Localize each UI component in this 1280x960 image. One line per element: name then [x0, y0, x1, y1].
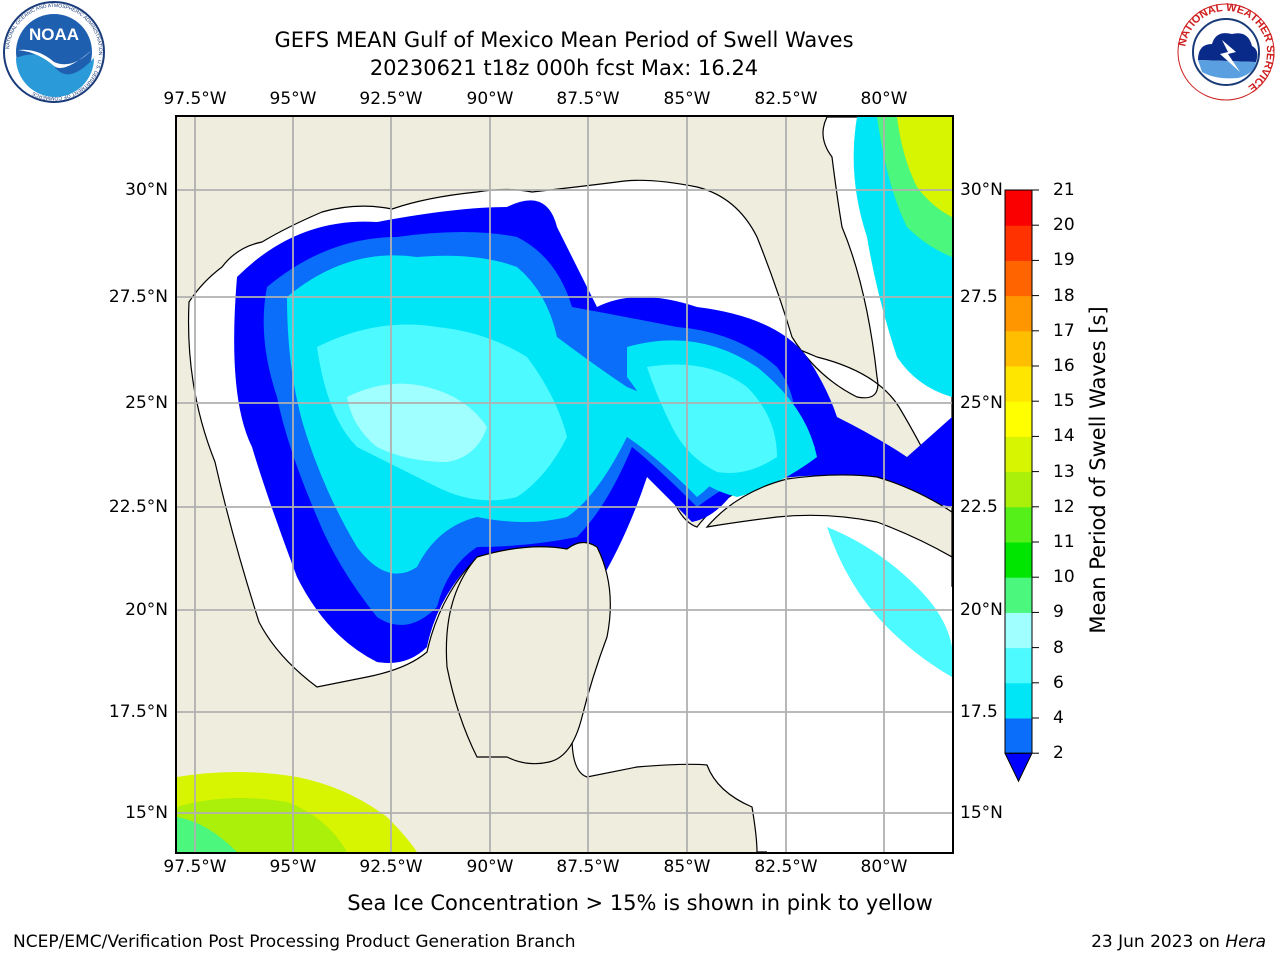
map-panel — [175, 115, 954, 854]
nws-logo: NATIONAL WEATHER SERVICE — [1176, 2, 1276, 101]
yucatan-land — [445, 541, 611, 765]
lon-label-bottom: 95°W — [269, 857, 317, 877]
footer-date: 23 Jun 2023 on Hera — [1091, 932, 1266, 952]
sea-ice-note: Sea Ice Concentration > 15% is shown in … — [347, 891, 933, 915]
lon-label-bottom: 97.5°W — [163, 857, 227, 877]
colorbar-tick-label: 13 — [1053, 461, 1075, 482]
lat-label-right: 15°N — [960, 803, 1003, 823]
lat-label-left: 27.5°N — [108, 287, 168, 307]
swell-period-field — [177, 117, 952, 852]
lat-label-right: 27.5 — [960, 287, 998, 307]
lon-label-top: 80°W — [860, 89, 908, 109]
footer-branch: NCEP/EMC/Verification Post Processing Pr… — [13, 932, 576, 952]
lon-label-bottom: 90°W — [466, 857, 514, 877]
colorbar-segment — [1005, 647, 1032, 684]
lon-label-top: 90°W — [466, 89, 514, 109]
colorbar-tick-label: 6 — [1053, 672, 1064, 693]
colorbar-segment — [1005, 542, 1032, 578]
colorbar-segment — [1005, 260, 1032, 297]
gridlines — [177, 117, 952, 852]
map-svg — [177, 117, 952, 852]
colorbar-segment — [1005, 366, 1032, 402]
lat-label-right: 30°N — [960, 180, 1003, 200]
colorbar-segment — [1005, 718, 1032, 754]
colorbar-tick-label: 20 — [1053, 215, 1075, 236]
lat-label-right: 20°N — [960, 600, 1003, 620]
colorbar-tick-label: 18 — [1053, 285, 1075, 306]
colorbar-segment — [1005, 225, 1032, 261]
colorbar-segment — [1005, 295, 1032, 332]
colorbar-segment — [1005, 577, 1032, 613]
lon-label-top: 95°W — [269, 89, 317, 109]
lon-label-top: 85°W — [663, 89, 711, 109]
lon-label-bottom: 87.5°W — [556, 857, 620, 877]
chart-subtitle: 20230621 t18z 000h fcst Max: 16.24 — [369, 56, 759, 80]
lon-label-top: 87.5°W — [556, 89, 620, 109]
lat-label-left: 22.5°N — [108, 497, 168, 517]
lat-label-left: 30°N — [125, 180, 168, 200]
footer-machine: Hera — [1225, 932, 1266, 952]
colorbar-label: Mean Period of Swell Waves [s] — [1086, 306, 1110, 634]
colorbar-tick-label: 12 — [1053, 496, 1075, 517]
colorbar-tick-label: 15 — [1053, 391, 1075, 412]
chart-title: GEFS MEAN Gulf of Mexico Mean Period of … — [274, 28, 854, 52]
colorbar-segment — [1005, 612, 1032, 649]
colorbar-extend-min — [1004, 752, 1033, 783]
cuba-land — [705, 474, 952, 558]
lon-label-bottom: 80°W — [860, 857, 908, 877]
lat-label-left: 20°N — [125, 600, 168, 620]
colorbar-tick-label: 2 — [1053, 743, 1064, 764]
colorbar-tick-label: 21 — [1053, 180, 1075, 200]
colorbar-segment — [1005, 330, 1032, 367]
lon-label-bottom: 85°W — [663, 857, 711, 877]
lat-label-left: 15°N — [125, 803, 168, 823]
colorbar-segment — [1005, 190, 1032, 226]
colorbar-tick-label: 19 — [1053, 250, 1075, 271]
lon-label-top: 92.5°W — [359, 89, 423, 109]
lat-label-right: 25°N — [960, 393, 1003, 413]
noaa-logo: NOAA NATIONAL OCEANIC AND ATMOSPHERIC AD… — [3, 1, 105, 103]
lat-label-right: 17.5 — [960, 702, 998, 722]
noaa-wordmark: NOAA — [29, 25, 79, 44]
colorbar-tick-label: 14 — [1053, 426, 1075, 447]
lat-label-left: 25°N — [125, 393, 168, 413]
colorbar-tick-label: 8 — [1053, 637, 1064, 658]
colorbar-segment — [1005, 506, 1032, 543]
lon-label-bottom: 92.5°W — [359, 857, 423, 877]
colorbar — [1004, 189, 1039, 783]
colorbar-segment — [1005, 436, 1032, 473]
lon-label-top: 82.5°W — [754, 89, 818, 109]
colorbar-tick-label: 17 — [1053, 320, 1075, 341]
lon-label-bottom: 82.5°W — [754, 857, 818, 877]
colorbar-tick-label: 4 — [1053, 708, 1064, 728]
colorbar-segment — [1005, 471, 1032, 508]
colorbar-segment — [1005, 682, 1032, 719]
lat-label-right: 22.5 — [960, 497, 998, 517]
lat-label-left: 17.5°N — [108, 702, 168, 722]
colorbar-segment — [1005, 401, 1032, 437]
colorbar-tick-label: 10 — [1053, 567, 1075, 588]
footer-date-text: 23 Jun 2023 on — [1091, 932, 1220, 952]
colorbar-tick-label: 16 — [1053, 356, 1075, 376]
colorbar-tick-label: 11 — [1053, 532, 1075, 552]
lon-label-top: 97.5°W — [163, 89, 227, 109]
colorbar-tick-label: 9 — [1053, 602, 1064, 623]
